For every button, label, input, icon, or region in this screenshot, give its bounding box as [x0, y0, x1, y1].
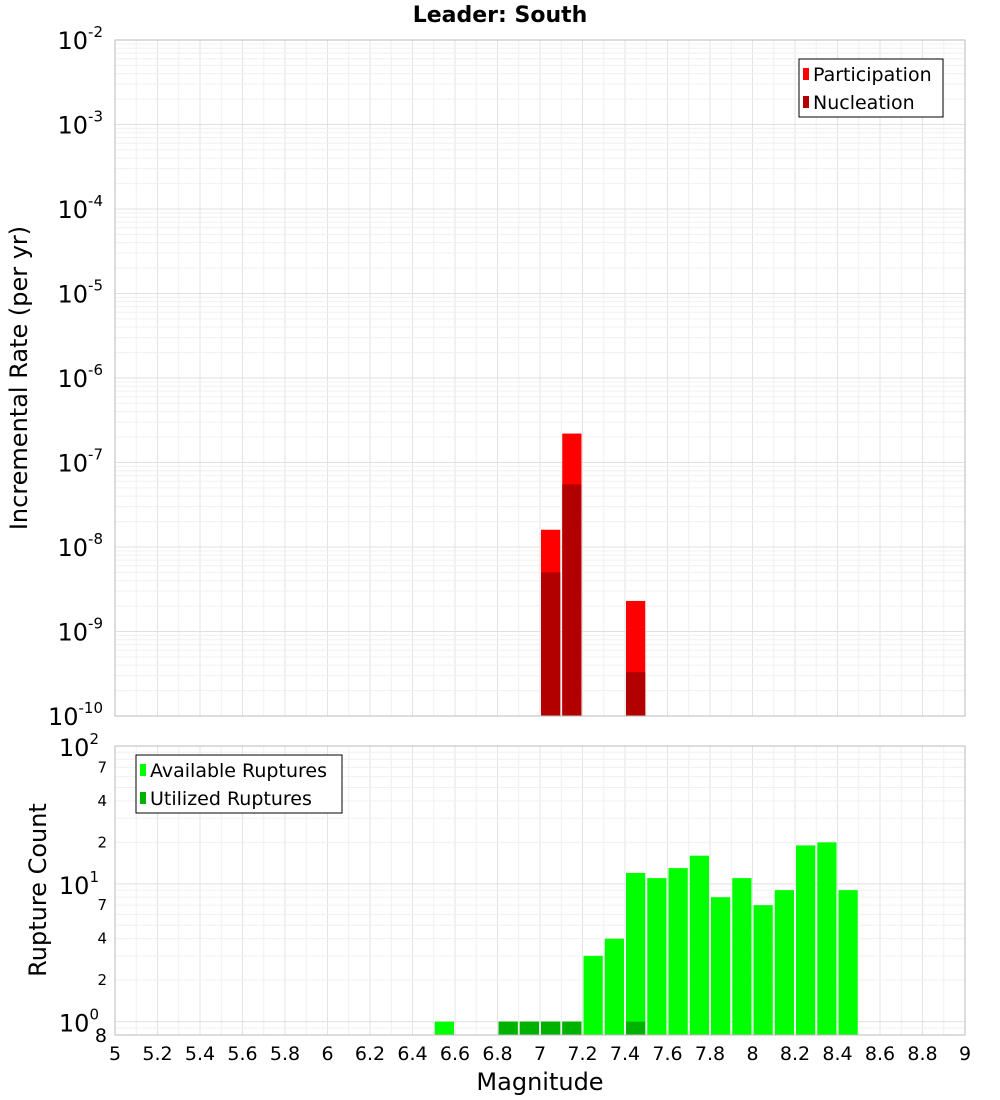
count-y-minor-tick-label: 7: [97, 896, 107, 914]
x-tick-label: 6.4: [397, 1043, 427, 1065]
x-tick-label: 7.6: [652, 1043, 682, 1065]
rate-bars: [541, 433, 646, 716]
x-axis-label: Magnitude: [476, 1068, 603, 1096]
rate-y-tick-label: 10-8: [57, 530, 103, 562]
x-tick-label: 5: [109, 1043, 121, 1065]
rate-y-ticks: 10-10 10-9 10-8 10-7 10-6 10-5 10-4 10-3 10-2: [48, 23, 103, 731]
count-bar-utilized-ruptures: [626, 1021, 646, 1035]
rate-grid: [114, 39, 966, 717]
count-bar-available-ruptures: [668, 868, 688, 1035]
rate-y-tick-label: 10-2: [57, 23, 103, 55]
count-y-minor-tick-label: 4: [97, 792, 107, 810]
rate-y-axis-label: Incremental Rate (per yr): [5, 226, 33, 530]
x-tick-label: 7.4: [610, 1043, 640, 1065]
count-bar-available-ruptures: [838, 890, 858, 1035]
rate-y-tick-label: 10-4: [57, 192, 103, 224]
x-tick-label: 8.4: [822, 1043, 852, 1065]
x-tick-label: 8.8: [907, 1043, 937, 1065]
rate-legend-label: Participation: [813, 64, 932, 86]
x-axis-ticks: 5 5.2 5.4 5.6 5.8 6 6.2 6.4 6.6 6.8 7 7.2 7.4 7.6 7.8 8…: [109, 1043, 971, 1065]
count-bar-utilized-ruptures: [562, 1021, 582, 1035]
rate-bar-nucleation: [541, 572, 561, 716]
chart-title: Leader: South: [413, 3, 588, 28]
count-bar-available-ruptures: [774, 890, 794, 1035]
count-legend-swatch: [140, 792, 146, 804]
count-bar-available-ruptures: [626, 872, 646, 1035]
x-tick-label: 6: [321, 1043, 333, 1065]
count-legend-box: [135, 754, 343, 814]
count-y-axis-label: Rupture Count: [24, 803, 52, 977]
count-y-tick-label: 102: [59, 730, 99, 762]
rate-y-tick-label: 10-7: [57, 446, 103, 478]
count-bars: [434, 842, 858, 1035]
rate-legend: Participation Nucleation: [798, 58, 944, 118]
rate-legend-swatch: [803, 96, 809, 108]
x-tick-label: 8: [746, 1043, 758, 1065]
x-tick-label: 9: [959, 1043, 971, 1065]
count-y-minor-tick-label: 2: [97, 971, 107, 989]
count-bar-utilized-ruptures: [519, 1021, 539, 1035]
count-bar-available-ruptures: [732, 878, 752, 1035]
rate-y-tick-label: 10-10: [48, 699, 103, 731]
count-legend-label: Utilized Ruptures: [150, 788, 312, 810]
x-tick-label: 8.6: [865, 1043, 895, 1065]
rate-legend-swatch: [803, 68, 809, 80]
rate-y-tick-label: 10-6: [57, 361, 103, 393]
count-bar-available-ruptures: [711, 897, 731, 1035]
rate-plot-frame: [114, 39, 966, 717]
count-y-minor-tick-label: 4: [97, 930, 107, 948]
count-y-minor-tick-label: 7: [97, 758, 107, 776]
x-tick-label: 6.8: [482, 1043, 512, 1065]
rate-legend-box: [798, 58, 944, 118]
count-y-minor-tick-label: 2: [97, 833, 107, 851]
count-bar-available-ruptures: [753, 905, 773, 1035]
rate-panel: 10-10 10-9 10-8 10-7 10-6 10-5 10-4 10-3 10-2 In…: [5, 23, 966, 731]
rate-y-tick-label: 10-5: [57, 277, 103, 309]
rate-y-tick-label: 10-3: [57, 108, 103, 140]
count-bar-available-ruptures: [817, 842, 837, 1035]
count-bar-available-ruptures: [434, 1021, 454, 1035]
x-tick-label: 8.2: [780, 1043, 810, 1065]
count-bar-utilized-ruptures: [541, 1021, 561, 1035]
count-bar-available-ruptures: [604, 938, 624, 1035]
rate-legend-label: Nucleation: [813, 92, 915, 114]
x-tick-label: 6.2: [355, 1043, 385, 1065]
x-tick-label: 5.8: [270, 1043, 300, 1065]
count-legend-label: Available Ruptures: [150, 760, 327, 782]
count-bar-available-ruptures: [796, 845, 816, 1035]
x-tick-label: 5.6: [227, 1043, 257, 1065]
x-tick-label: 7.2: [567, 1043, 597, 1065]
count-bar-utilized-ruptures: [498, 1021, 518, 1035]
rate-bar-nucleation: [562, 484, 582, 716]
x-tick-label: 5.4: [185, 1043, 215, 1065]
count-plot-frame: [114, 745, 966, 1036]
count-bar-available-ruptures: [583, 955, 603, 1035]
count-bar-available-ruptures: [647, 878, 667, 1035]
x-tick-label: 7.8: [695, 1043, 725, 1065]
count-y-minor-tick-label: 8: [95, 1025, 107, 1047]
count-legend: Available Ruptures Utilized Ruptures: [135, 754, 343, 814]
x-tick-label: 6.6: [440, 1043, 470, 1065]
count-y-tick-label: 101: [59, 868, 99, 900]
count-y-tick-label: 100: [59, 1006, 99, 1038]
count-legend-swatch: [140, 764, 146, 776]
x-tick-label: 7: [534, 1043, 546, 1065]
rate-bar-nucleation: [626, 672, 646, 716]
rate-y-tick-label: 10-9: [57, 615, 103, 647]
count-bar-available-ruptures: [689, 855, 709, 1035]
x-tick-label: 5.2: [142, 1043, 172, 1065]
